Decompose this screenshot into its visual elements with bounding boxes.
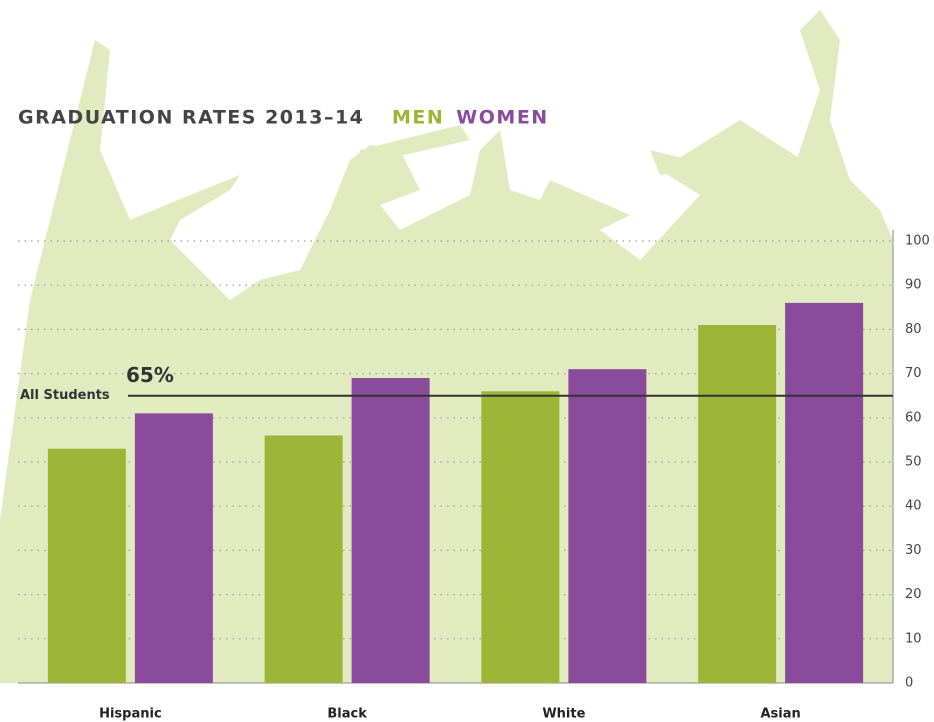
reference-value-label: 65% — [126, 363, 174, 387]
y-tick-label: 40 — [905, 499, 922, 514]
reference-label: All Students — [20, 388, 110, 403]
chart-title: GRADUATION RATES 2013–14 — [18, 107, 364, 129]
x-tick-label: Black — [327, 707, 367, 722]
y-tick-label: 60 — [905, 410, 922, 425]
y-tick-label: 0 — [905, 676, 913, 691]
bar — [568, 369, 646, 683]
y-tick-label: 90 — [905, 278, 922, 293]
x-tick-label: Hispanic — [99, 707, 162, 722]
legend-entry: WOMEN — [456, 107, 548, 129]
bar — [265, 435, 343, 683]
chart: GRADUATION RATES 2013–14 MEN WOMEN 0 10 20 3… — [0, 0, 934, 722]
y-tick-label: 80 — [905, 322, 922, 337]
bar — [48, 449, 126, 683]
x-tick-label: Asian — [760, 707, 800, 722]
bar — [698, 325, 776, 683]
bar — [785, 303, 863, 683]
y-tick-label: 20 — [905, 587, 922, 602]
y-tick-label: 70 — [905, 366, 922, 381]
bar — [481, 391, 559, 683]
y-tick-label: 30 — [905, 543, 922, 558]
legend: MEN WOMEN — [392, 107, 549, 129]
x-tick-label: White — [542, 707, 585, 722]
bar — [352, 378, 430, 683]
y-tick-label: 50 — [905, 455, 922, 470]
bar — [135, 413, 213, 683]
y-tick-label: 10 — [905, 631, 922, 646]
legend-entry: MEN — [392, 107, 444, 129]
y-tick-label: 100 — [905, 234, 930, 249]
